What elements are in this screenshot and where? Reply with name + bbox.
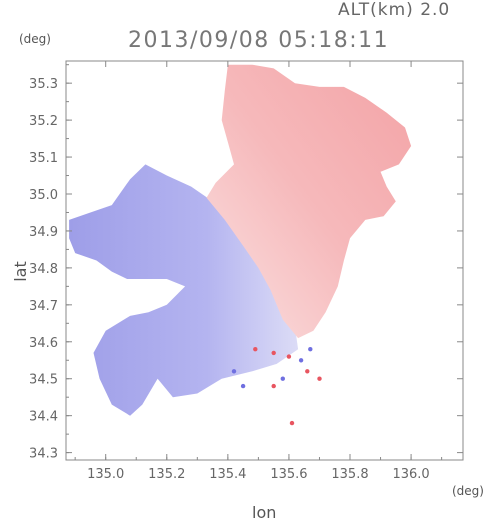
y-tick-label: 35.2: [29, 114, 58, 129]
negative-echo-speckle: [231, 369, 237, 374]
negative-echo-speckle: [280, 376, 285, 381]
positive-echo-speckle: [289, 420, 295, 426]
positive-echo-speckle: [305, 369, 310, 374]
y-tick-label: 34.9: [29, 225, 58, 240]
y-tick-label: 34.4: [29, 410, 58, 425]
y-tick-label: 34.5: [29, 373, 58, 388]
positive-echo-speckle: [286, 354, 292, 359]
y-tick-label: 35.1: [29, 151, 58, 166]
positive-echo-speckle: [317, 376, 322, 381]
plot-frame: [65, 60, 464, 461]
x-tick-label: 136.0: [392, 467, 429, 482]
positive-echo-speckle: [271, 383, 276, 389]
x-tick-label: 135.2: [148, 467, 185, 482]
y-axis-ticks: 34.3 34.4 34.5 34.6 34.7 34.8 34.9 35.0 35.1 35.2…: [29, 64, 463, 462]
x-axis-ticks: 135.0 135.2 135.4 135.6 135.8 136.0: [74, 61, 443, 482]
y-axis-unit: (deg): [19, 32, 51, 46]
y-tick-label: 34.3: [29, 447, 58, 462]
velocity-speckles: [231, 347, 322, 426]
velocity-regions: [69, 64, 412, 416]
datetime-title: 2013/09/08 05:18:11: [128, 28, 390, 53]
x-tick-label: 135.8: [331, 467, 368, 482]
altitude-label: ALT(km) 2.0: [338, 0, 451, 20]
positive-echo-speckle: [253, 347, 258, 352]
x-tick-label: 135.4: [209, 467, 246, 482]
y-tick-label: 34.7: [29, 299, 58, 314]
x-axis-unit: (deg): [452, 484, 484, 498]
y-tick-label: 35.0: [29, 188, 58, 203]
y-tick-label: 35.3: [29, 77, 58, 92]
negative-echo-speckle: [298, 358, 304, 363]
x-axis-label: lon: [252, 503, 277, 522]
y-tick-label: 34.6: [29, 336, 58, 351]
x-tick-label: 135.6: [270, 467, 307, 482]
negative-echo-speckle: [308, 347, 313, 352]
east-velocity-region: [206, 64, 412, 339]
x-tick-label: 135.0: [87, 467, 124, 482]
y-tick-label: 34.8: [29, 262, 58, 277]
west-velocity-region: [69, 164, 299, 416]
negative-echo-speckle: [240, 383, 246, 389]
positive-echo-speckle: [271, 350, 276, 356]
